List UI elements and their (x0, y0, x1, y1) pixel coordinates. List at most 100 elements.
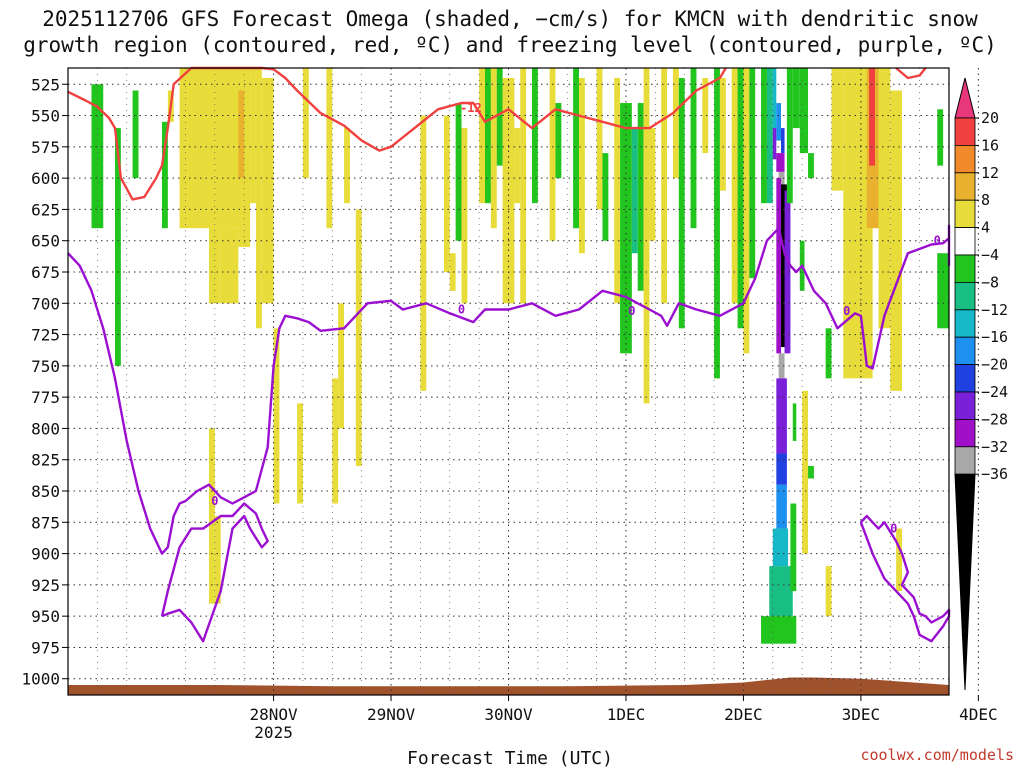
omega-patch-12 (255, 68, 262, 329)
purple-contour-label-4: 0 (843, 304, 850, 318)
y-tick-label: 600 (31, 169, 60, 188)
omega-patch-16 (273, 328, 280, 504)
omega-patch-37 (549, 68, 556, 241)
y-tick-label: 650 (31, 232, 60, 251)
colorbar: 20 16 12 8 4 −4 −8 −12 −16 −20 −24 −28 −32 −36 (954, 77, 1008, 691)
colorbar-segment-10 (954, 364, 976, 393)
colorbar-segment-4 (954, 199, 976, 228)
colorbar-segment-8 (954, 309, 976, 338)
x-tick-label: 4DEC (959, 705, 998, 724)
purple-contour-label-2: 0 (211, 494, 218, 508)
omega-patch-65 (772, 128, 777, 160)
omega-patch-49 (661, 68, 668, 304)
omega-patch-57 (737, 68, 744, 329)
omega-patch-40 (578, 78, 585, 254)
omega-patch-58 (743, 68, 750, 354)
omega-patch-3 (161, 121, 168, 229)
omega-patch-25 (443, 115, 450, 272)
omega-patch-42 (602, 153, 609, 241)
y-tick-label: 550 (31, 107, 60, 126)
omega-patch-70 (784, 190, 791, 354)
omega-patch-46 (637, 103, 644, 291)
colorbar-label: −24 (981, 383, 1008, 401)
omega-patch-28 (461, 128, 468, 304)
y-tick-label: 525 (31, 75, 60, 94)
omega-patch-17 (297, 403, 303, 504)
y-tick-label: 800 (31, 419, 60, 438)
omega-patch-51 (678, 78, 685, 329)
omega-patch-53 (702, 78, 709, 154)
omega-patch-75 (772, 528, 789, 567)
purple-contour-loop-2 (859, 514, 951, 643)
purple-contour-label-3: 0 (934, 234, 941, 248)
omega-patch-23 (355, 209, 362, 466)
omega-patch-9 (220, 228, 233, 304)
omega-patch-81 (792, 403, 797, 441)
omega-patch-73 (776, 453, 787, 485)
colorbar-segment-3 (954, 172, 976, 201)
contour-layer: -12 0 0 0 0 0 0 (67, 66, 951, 643)
purple-contour-label-0: 0 (458, 303, 465, 317)
omega-patch-52 (690, 68, 697, 229)
omega-patch-87 (825, 328, 832, 379)
omega-patch-27 (455, 103, 462, 241)
omega-patch-67 (778, 171, 785, 191)
omega-patch-62 (772, 68, 777, 129)
omega-patch-76 (769, 566, 793, 617)
x-axis-label: Forecast Time (UTC) (407, 748, 613, 768)
y-tick-label: 625 (31, 200, 60, 219)
colorbar-label: 16 (981, 136, 999, 154)
y-axis: 525 550 575 600 625 650 675 700 725 750 775 800 825 8… (21, 75, 68, 689)
plot-area: -12 0 0 0 0 0 0 (67, 66, 979, 696)
omega-patch-55 (719, 78, 726, 191)
omega-patch-35 (520, 68, 527, 304)
y-tick-label: 775 (31, 388, 60, 407)
colorbar-label: 12 (981, 164, 999, 182)
omega-shading (91, 68, 949, 644)
omega-patch-21 (326, 68, 333, 229)
colorbar-segment-13 (954, 446, 976, 475)
red-contour-label: -12 (460, 101, 482, 115)
y-tick-label: 675 (31, 263, 60, 282)
omega-patch-60 (761, 68, 767, 204)
omega-patch-14 (214, 516, 221, 604)
omega-patch-79 (792, 68, 800, 129)
colorbar-label: −16 (981, 328, 1008, 346)
omega-patch-19 (338, 303, 345, 429)
colorbar-segment-5 (954, 227, 976, 256)
omega-patch-1 (114, 128, 121, 366)
omega-patch-88 (825, 566, 832, 617)
omega-patch-31 (490, 68, 497, 229)
red-contour-line (67, 66, 727, 201)
omega-patch-7 (238, 228, 251, 247)
omega-patch-94 (890, 90, 903, 391)
omega-patch-47 (643, 68, 650, 404)
omega-patch-80 (799, 68, 809, 154)
omega-patch-10 (238, 90, 245, 179)
y-tick-label: 875 (31, 513, 60, 532)
omega-patch-86 (808, 153, 814, 179)
omega-patch-89 (831, 68, 844, 191)
omega-patch-77 (761, 616, 797, 644)
y-tick-label: 825 (31, 451, 60, 470)
omega-patch-11 (250, 68, 256, 204)
omega-patch-43 (614, 78, 621, 304)
x-tick-label: 1DEC (607, 705, 646, 724)
omega-patch-61 (766, 68, 773, 204)
omega-patch-59 (749, 68, 756, 279)
y-tick-label: 1000 (21, 670, 60, 689)
y-tick-label: 850 (31, 482, 60, 501)
x-tick-label: 28NOV (249, 705, 298, 724)
omega-patch-18 (332, 378, 339, 504)
y-tick-label: 750 (31, 357, 60, 376)
y-tick-label: 575 (31, 138, 60, 157)
omega-patch-41 (596, 68, 603, 210)
colorbar-segment-12 (954, 418, 976, 448)
colorbar-bottom-arrow (954, 473, 976, 691)
colorbar-label: −12 (981, 301, 1008, 319)
colorbar-segment-7 (954, 281, 976, 311)
omega-patch-85 (808, 465, 814, 479)
omega-patch-97 (937, 253, 949, 329)
omega-patch-66 (776, 153, 785, 172)
